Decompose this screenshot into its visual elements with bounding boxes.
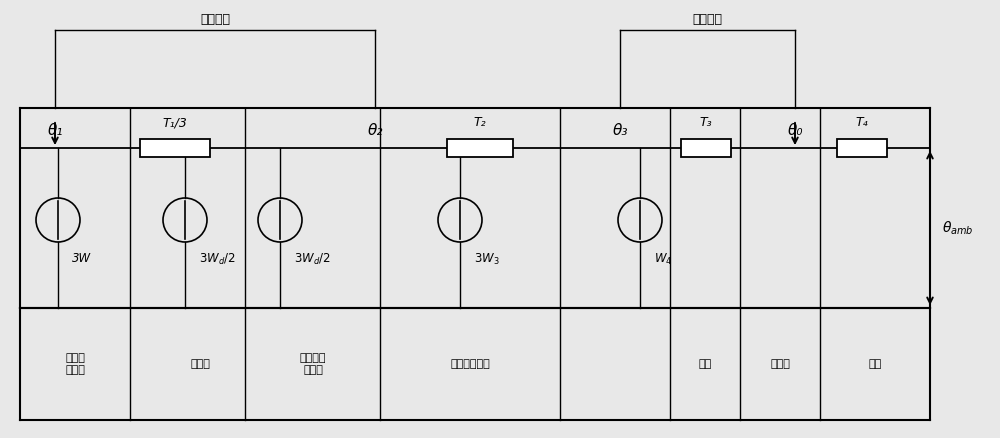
Text: T₄: T₄ (856, 116, 868, 129)
Text: $3W_d/2$: $3W_d/2$ (199, 252, 236, 267)
Bar (140, 139, 210, 157)
Bar (681, 139, 731, 157)
Text: θ₃: θ₃ (612, 123, 628, 138)
Text: 绵缘层: 绵缘层 (190, 359, 210, 369)
Text: θ₁: θ₁ (47, 123, 63, 138)
Text: T₁/3: T₁/3 (163, 116, 187, 129)
Text: 导体及
内屏蔽: 导体及 内屏蔽 (65, 353, 85, 375)
Text: 导体温度: 导体温度 (200, 13, 230, 26)
Text: 3W: 3W (72, 252, 91, 265)
Text: θ₀: θ₀ (787, 123, 803, 138)
Text: 钐装: 钐装 (698, 359, 712, 369)
Text: 环境: 环境 (868, 359, 882, 369)
Text: 帮层及内衬层: 帮层及内衬层 (450, 359, 490, 369)
Text: 表面温度: 表面温度 (692, 13, 722, 26)
Text: $W_4$: $W_4$ (654, 252, 672, 267)
Text: 半导体金
属屏蔽: 半导体金 属屏蔽 (300, 353, 326, 375)
Text: T₂: T₂ (474, 116, 486, 129)
Bar (837, 139, 887, 157)
Text: $\theta_{amb}$: $\theta_{amb}$ (942, 219, 974, 237)
Text: $3W_d/2$: $3W_d/2$ (294, 252, 331, 267)
Text: T₃: T₃ (700, 116, 712, 129)
Bar (447, 139, 513, 157)
Text: θ₂: θ₂ (367, 123, 383, 138)
Text: $3W_3$: $3W_3$ (474, 252, 500, 267)
Text: 外护层: 外护层 (770, 359, 790, 369)
